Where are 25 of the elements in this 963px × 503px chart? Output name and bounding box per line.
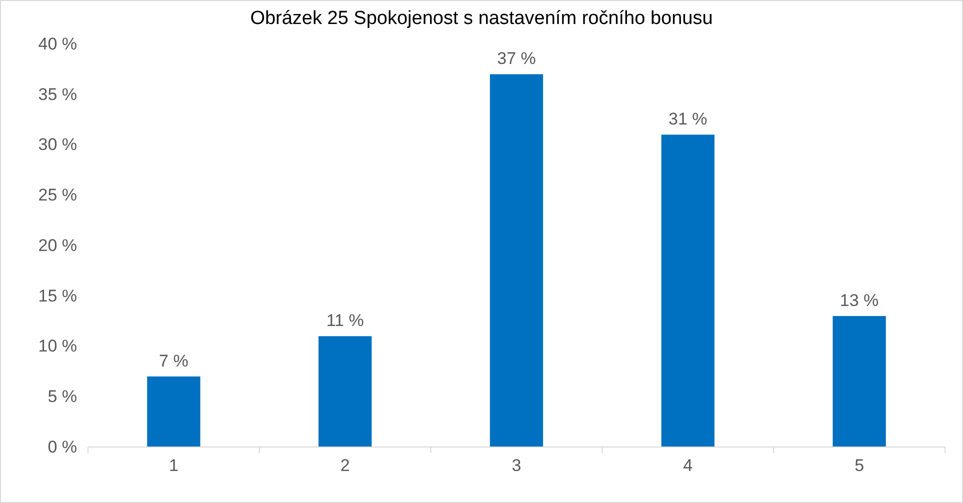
bar <box>318 336 372 447</box>
x-tick-label: 2 <box>340 456 350 476</box>
y-tick-label: 0 % <box>48 437 77 456</box>
y-tick-label: 5 % <box>48 387 77 406</box>
bar <box>832 316 886 447</box>
chart-title: Obrázek 25 Spokojenost s nastavením ročního bonusu <box>250 8 713 29</box>
y-tick-label: 25 % <box>38 186 77 205</box>
data-label: 31 % <box>668 110 708 129</box>
y-tick-label: 35 % <box>38 84 77 104</box>
bar <box>490 74 544 447</box>
x-tick-label: 4 <box>683 456 693 476</box>
y-tick-label: 20 % <box>38 236 77 255</box>
bar <box>147 376 200 447</box>
x-tick-label: 5 <box>854 456 864 476</box>
bar <box>661 134 714 447</box>
data-label: 7 % <box>159 351 188 370</box>
data-label: 37 % <box>497 49 536 68</box>
x-tick-label: 1 <box>168 456 178 476</box>
data-label: 13 % <box>840 291 879 310</box>
y-tick-label: 15 % <box>38 286 77 306</box>
y-tick-label: 40 % <box>38 34 77 54</box>
y-tick-label: 10 % <box>38 336 77 356</box>
x-tick-label: 3 <box>512 456 522 476</box>
data-label: 11 % <box>326 311 364 330</box>
y-tick-label: 30 % <box>38 135 77 154</box>
